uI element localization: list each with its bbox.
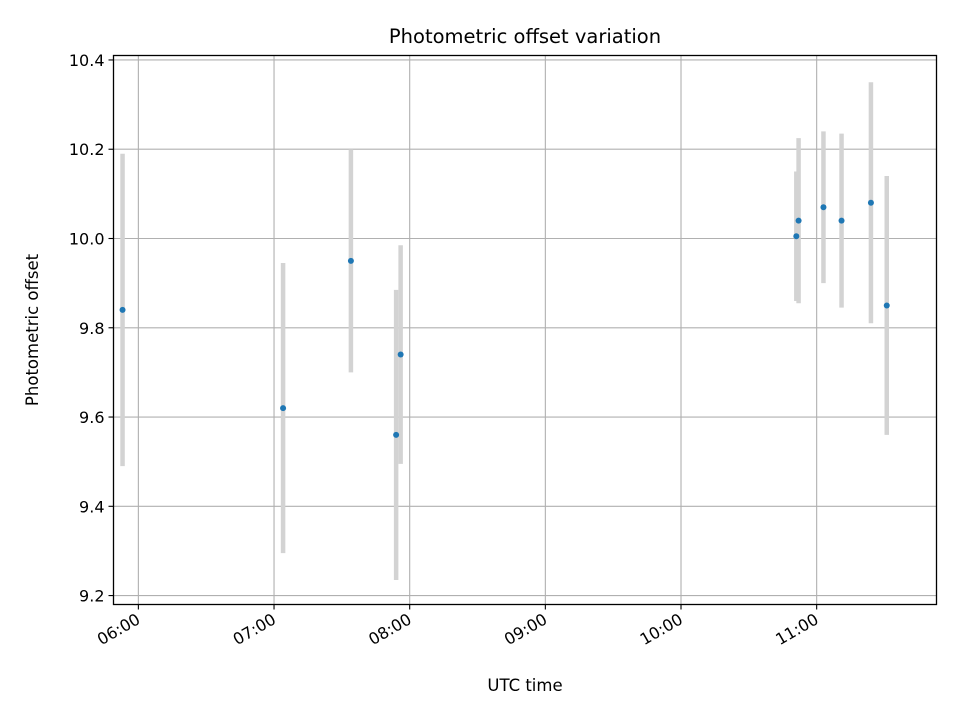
data-point — [397, 351, 404, 358]
x-tick-label: 08:00 — [365, 610, 414, 650]
data-point — [347, 257, 354, 264]
error-bars — [120, 82, 890, 580]
data-points — [119, 199, 890, 438]
y-tick-label: 9.4 — [79, 497, 104, 516]
y-axis-label: Photometric offset — [23, 253, 42, 406]
data-point — [867, 199, 874, 206]
data-point — [393, 431, 400, 438]
y-tick-label: 9.6 — [79, 408, 104, 427]
data-point — [793, 233, 800, 240]
data-point — [280, 405, 287, 412]
y-tick-label: 9.8 — [79, 319, 104, 338]
data-point — [820, 204, 827, 211]
x-tick-label: 09:00 — [501, 610, 550, 650]
y-tick-label: 10.4 — [69, 51, 105, 70]
plot-frame — [112, 54, 938, 606]
y-tick-label: 9.2 — [79, 587, 104, 606]
axis-ticks: 9.2 9.4 9.6 9.8 10.0 10.2 10.4 06:00 07:00 08:00 0… — [69, 51, 822, 649]
data-point — [883, 302, 890, 309]
data-point — [795, 217, 802, 224]
data-point — [119, 306, 126, 313]
y-tick-label: 10.0 — [69, 230, 105, 249]
x-tick-label: 06:00 — [94, 610, 143, 650]
x-axis-label: UTC time — [487, 676, 562, 695]
chart-title: Photometric offset variation — [389, 25, 661, 48]
grid — [113, 55, 937, 605]
x-tick-label: 07:00 — [230, 610, 279, 650]
x-tick-label: 11:00 — [772, 610, 821, 650]
data-point — [838, 217, 845, 224]
x-tick-label: 10:00 — [637, 610, 686, 650]
y-tick-label: 10.2 — [69, 140, 105, 159]
